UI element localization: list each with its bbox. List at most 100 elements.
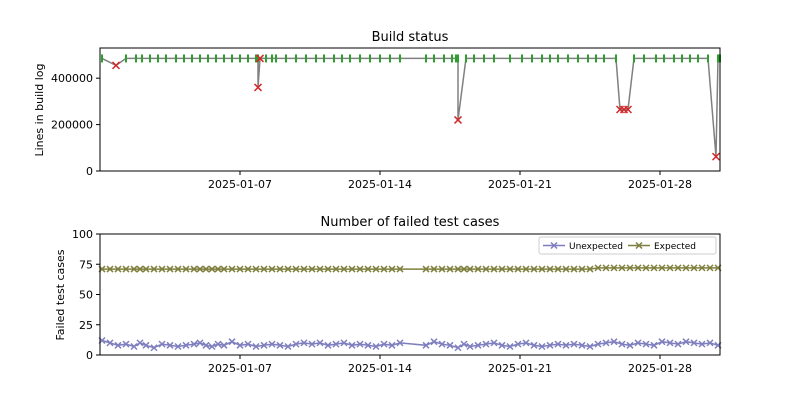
unexpected-point <box>276 341 284 349</box>
expected-point <box>610 264 618 272</box>
unexpected-point <box>666 339 674 347</box>
unexpected-point <box>252 342 260 351</box>
expected-point <box>106 265 114 273</box>
expected-point <box>130 265 138 273</box>
expected-point <box>682 264 690 272</box>
expected-point <box>196 265 204 273</box>
expected-point <box>380 265 388 273</box>
build-status-chart: Build status Lines in build log 0 200000 4… <box>33 30 721 191</box>
unexpected-point <box>562 341 570 349</box>
unexpected-point <box>626 341 634 349</box>
expected-point <box>364 265 372 273</box>
unexpected-point <box>498 341 506 349</box>
expected-point <box>348 265 356 273</box>
unexpected-point <box>578 341 586 349</box>
unexpected-point <box>674 340 682 348</box>
unexpected-point <box>506 342 514 351</box>
expected-point <box>562 265 570 273</box>
expected-point <box>490 265 498 273</box>
build-log-line <box>101 57 720 157</box>
expected-point <box>308 265 316 273</box>
expected-point <box>268 265 276 273</box>
unexpected-point <box>446 341 454 349</box>
unexpected-point <box>166 341 174 349</box>
x-axis: 2025-01-07 2025-01-14 2025-01-21 2025-01-28 <box>208 171 692 191</box>
unexpected-point <box>706 339 714 347</box>
expected-point <box>214 265 222 273</box>
expected-point <box>446 265 454 273</box>
unexpected-point <box>610 338 618 346</box>
expected-point <box>690 264 698 272</box>
expected-point <box>136 265 144 273</box>
unexpected-point <box>430 338 438 346</box>
y-axis-label: Lines in build log <box>33 64 46 157</box>
failed-tests-chart: Number of failed test cases Failed test … <box>54 215 722 375</box>
build-failure-marker <box>253 83 263 92</box>
unexpected-point <box>122 340 130 348</box>
expected-point <box>260 265 268 273</box>
expected-point <box>466 265 474 273</box>
expected-point <box>396 265 404 273</box>
unexpected-point <box>634 339 642 347</box>
expected-point <box>208 265 216 273</box>
x-tick-label: 2025-01-14 <box>348 362 412 375</box>
expected-point <box>498 265 506 273</box>
unexpected-point <box>268 340 276 348</box>
expected-point <box>340 265 348 273</box>
unexpected-point <box>182 341 190 349</box>
plot-frame <box>99 47 721 172</box>
expected-point <box>522 265 530 273</box>
unexpected-point <box>642 340 650 348</box>
unexpected-point <box>244 340 252 348</box>
unexpected-point <box>546 341 554 349</box>
expected-point <box>474 265 482 273</box>
unexpected-point <box>422 341 430 349</box>
chart-title: Number of failed test cases <box>321 215 500 230</box>
x-tick-label: 2025-01-21 <box>488 362 552 375</box>
expected-point <box>276 265 284 273</box>
unexpected-point <box>364 341 372 349</box>
y-tick-label: 75 <box>79 258 93 271</box>
expected-point <box>546 265 554 273</box>
expected-point <box>698 264 706 272</box>
legend-label: Expected <box>654 242 696 252</box>
expected-point <box>602 264 610 272</box>
unexpected-point <box>196 339 204 347</box>
expected-point <box>422 265 430 273</box>
unexpected-point <box>300 339 308 347</box>
unexpected-point <box>348 341 356 349</box>
expected-point <box>356 265 364 273</box>
x-tick-label: 2025-01-14 <box>348 178 412 191</box>
expected-point <box>332 265 340 273</box>
unexpected-point <box>190 340 198 348</box>
expected-point <box>706 264 714 272</box>
unexpected-point <box>618 340 626 348</box>
expected-point <box>430 265 438 273</box>
expected-point <box>454 265 462 273</box>
unexpected-point <box>482 340 490 348</box>
unexpected-point <box>214 340 222 348</box>
unexpected-point <box>396 339 404 347</box>
unexpected-point <box>454 344 462 352</box>
unexpected-point <box>202 341 210 349</box>
unexpected-point <box>522 339 530 347</box>
expected-point <box>482 265 490 273</box>
unexpected-point <box>150 344 158 352</box>
unexpected-point <box>490 339 498 347</box>
expected-point <box>538 265 546 273</box>
unexpected-point <box>316 339 324 347</box>
expected-point <box>142 265 150 273</box>
y-axis-label: Failed test cases <box>54 249 67 340</box>
unexpected-point <box>570 340 578 348</box>
build-failure-marker <box>623 105 633 114</box>
legend-label: Unexpected <box>569 242 623 252</box>
expected-point <box>554 265 562 273</box>
expected-point <box>174 265 182 273</box>
unexpected-point <box>130 342 138 351</box>
unexpected-point <box>594 340 602 348</box>
unexpected-point <box>308 340 316 348</box>
unexpected-point <box>236 341 244 349</box>
unexpected-point <box>530 341 538 349</box>
expected-point <box>388 265 396 273</box>
